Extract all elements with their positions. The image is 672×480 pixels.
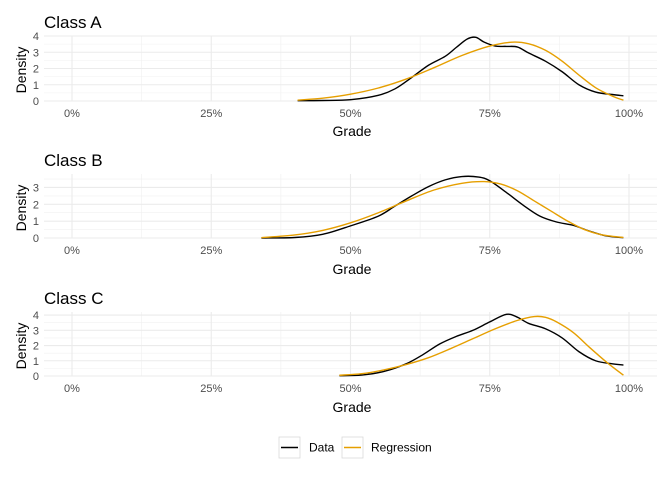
x-axis-label-class-c: Grade <box>333 399 372 415</box>
y-tick-label: 2 <box>33 64 39 76</box>
series-line-data-class-a <box>297 36 624 102</box>
y-tick-label: 0 <box>33 371 39 383</box>
panel-title-class-a: Class A <box>44 13 102 32</box>
plot-area-class-b: 0% 25% 50% 75% 100% 0 1 2 3 <box>33 174 657 257</box>
x-tick-label: 50% <box>339 383 361 395</box>
x-tick-label: 0% <box>64 383 80 395</box>
x-tick-label: 75% <box>479 108 501 120</box>
panel-title-class-b: Class B <box>44 151 103 170</box>
x-tick-label: 100% <box>615 383 643 395</box>
x-tick-label: 50% <box>339 108 361 120</box>
y-tick-label: 0 <box>33 96 39 108</box>
x-tick-label: 25% <box>200 108 222 120</box>
panel-title-class-c: Class C <box>44 289 104 308</box>
y-tick-label: 1 <box>33 216 39 228</box>
x-axis-label-class-a: Grade <box>333 123 372 139</box>
x-tick-label: 25% <box>200 245 222 257</box>
legend-item-data: Data <box>278 436 335 459</box>
series-line-data-class-b <box>261 175 624 239</box>
legend-label-regression: Regression <box>371 441 432 455</box>
plot-area-class-c: 0% 25% 50% 75% 100% 0 1 2 3 4 <box>33 310 657 395</box>
legend-label-data: Data <box>309 441 335 455</box>
series-line-regression-class-c <box>339 315 624 376</box>
x-tick-label: 0% <box>64 245 80 257</box>
x-tick-label: 100% <box>615 245 643 257</box>
x-axis-label-class-b: Grade <box>333 261 372 277</box>
series-line-regression-class-b <box>261 180 624 239</box>
panel-class-c: Class C 0% 25% 50% 75% 100% 0 1 2 3 4 Grade Densi… <box>13 289 657 415</box>
x-tick-label: 0% <box>64 108 80 120</box>
x-tick-label: 25% <box>200 383 222 395</box>
y-tick-label: 4 <box>33 310 39 322</box>
y-tick-label: 0 <box>33 233 39 245</box>
plot-area-class-a: 0% 25% 50% 75% 100% 0 1 2 3 4 <box>33 31 657 120</box>
y-tick-label: 2 <box>33 341 39 353</box>
x-tick-label: 75% <box>479 383 501 395</box>
legend-item-regression: Regression <box>341 436 432 459</box>
series-line-regression-class-a <box>297 41 624 101</box>
y-axis-label-class-a: Density <box>13 47 29 94</box>
x-tick-label: 75% <box>479 245 501 257</box>
y-tick-label: 3 <box>33 182 39 194</box>
y-axis-label-class-b: Density <box>13 185 29 232</box>
y-tick-label: 3 <box>33 325 39 337</box>
panel-class-b: Class B 0% 25% 50% 75% 100% 0 1 2 3 Grade Densit… <box>13 151 657 277</box>
y-tick-label: 1 <box>33 80 39 92</box>
y-tick-label: 4 <box>33 31 39 43</box>
legend: Data Regression <box>278 436 432 459</box>
x-tick-label: 100% <box>615 108 643 120</box>
y-axis-label-class-c: Density <box>13 323 29 370</box>
y-tick-label: 1 <box>33 356 39 368</box>
panel-class-a: Class A 0% 25% 50% 75% 100% 0 1 2 3 4 Grade Densi… <box>13 13 657 139</box>
y-tick-label: 3 <box>33 47 39 59</box>
x-tick-label: 50% <box>339 245 361 257</box>
series-line-data-class-c <box>339 313 624 377</box>
y-tick-label: 2 <box>33 199 39 211</box>
